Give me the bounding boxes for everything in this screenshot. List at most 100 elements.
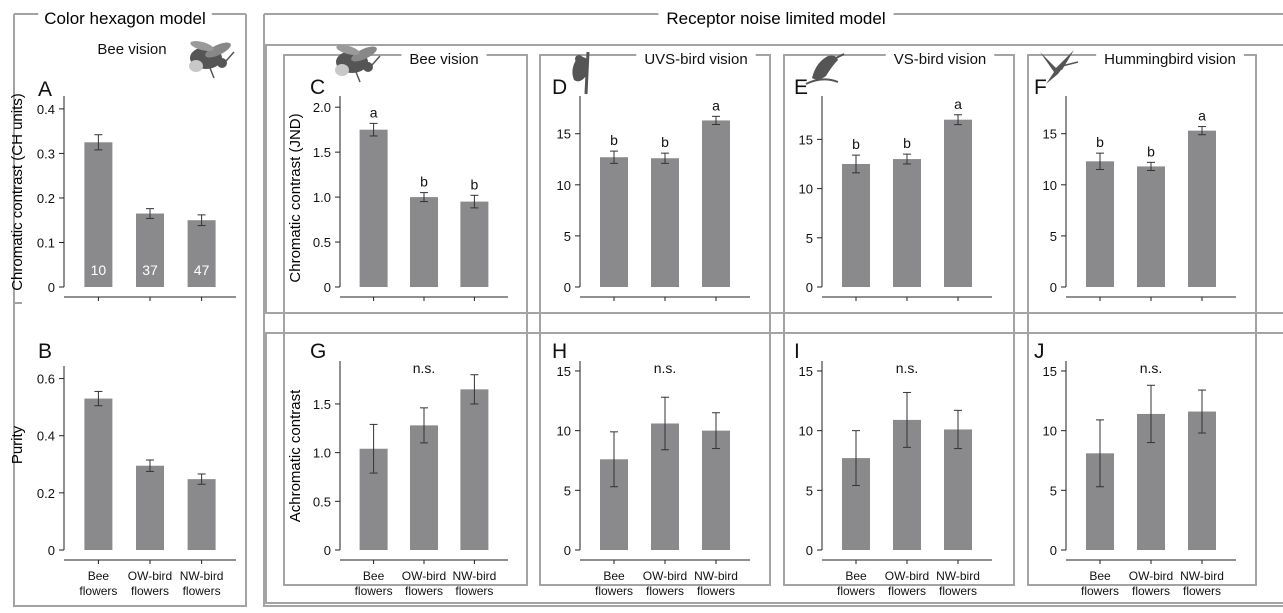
y-tick-label-h: 0 xyxy=(564,543,571,558)
significance-letter-e: a xyxy=(954,96,962,112)
panel-letter-d: D xyxy=(552,76,567,99)
y-tick-label-f: 15 xyxy=(1043,127,1057,142)
hummingbird-body xyxy=(1040,52,1064,84)
x-category-label: flowers xyxy=(837,584,875,598)
x-category-label: flowers xyxy=(939,584,977,598)
y-tick-label-g: 1.5 xyxy=(313,397,331,412)
bee-head xyxy=(217,58,227,68)
panel-letter-a: A xyxy=(38,78,52,101)
significance-letter-c: a xyxy=(370,104,378,120)
chart-b: B00.20.40.6BeeflowersOW-birdflowersNW-bi… xyxy=(37,340,236,598)
frame-hexagon xyxy=(13,14,247,607)
y-tick-label-c: 1.0 xyxy=(313,190,331,205)
y-tick-label-c: 0 xyxy=(324,280,331,295)
x-category-label: OW-bird xyxy=(885,569,929,583)
significance-letter-d: b xyxy=(661,134,669,150)
annotation-ns-j: n.s. xyxy=(1140,360,1163,376)
panel-title-a: Bee vision xyxy=(97,41,166,58)
bar-f xyxy=(1137,166,1165,287)
x-category-label: flowers xyxy=(1081,584,1119,598)
y-tick-label-b: 0.2 xyxy=(37,486,55,501)
y-tick-label-a: 0.1 xyxy=(37,235,55,250)
significance-letter-f: b xyxy=(1096,134,1104,150)
y-tick-label-e: 5 xyxy=(806,231,813,246)
panel-letter-j: J xyxy=(1034,340,1045,363)
bar-a xyxy=(84,142,113,287)
significance-letter-e: b xyxy=(903,135,911,151)
x-category-label: flowers xyxy=(405,584,443,598)
bar-h xyxy=(702,430,730,550)
y-tick-label-i: 0 xyxy=(806,543,813,558)
y-tick-label-b: 0.4 xyxy=(37,429,55,444)
y-tick-label-j: 5 xyxy=(1050,483,1057,498)
panel-title-c: Bee vision xyxy=(409,51,478,68)
y-tick-label-h: 15 xyxy=(557,364,571,379)
chart-f: Hummingbird vision F 0 5 10 15 b b a xyxy=(1034,49,1244,301)
annotation-ns-g: n.s. xyxy=(413,360,436,376)
sample-size-label: 37 xyxy=(142,262,158,278)
frame-rnl xyxy=(263,14,1283,607)
section-title-hexagon: Color hexagon model xyxy=(44,9,206,28)
x-category-label: flowers xyxy=(355,584,393,598)
x-category-label: flowers xyxy=(595,584,633,598)
x-category-label: NW-bird xyxy=(936,569,980,583)
y-tick-label-g: 0 xyxy=(324,543,331,558)
y-tick-label-b: 0 xyxy=(48,543,55,558)
annotation-ns-i: n.s. xyxy=(896,360,919,376)
y-tick-label-c: 1.5 xyxy=(313,145,331,160)
y-axis-label-c: Chromatic contrast (JND) xyxy=(287,113,304,282)
y-tick-label-e: 15 xyxy=(799,132,813,147)
branch xyxy=(584,51,590,95)
y-tick-label-d: 0 xyxy=(564,280,571,295)
significance-letter-f: a xyxy=(1198,108,1206,124)
uvs-bird-icon xyxy=(572,51,590,95)
bird-head xyxy=(575,55,583,63)
x-category-label: OW-bird xyxy=(402,569,446,583)
chart-d: UVS-bird vision D 0 5 10 15 b b a xyxy=(552,49,756,301)
panel-letter-h: H xyxy=(552,340,567,363)
y-tick-label-h: 10 xyxy=(557,424,571,439)
x-category-label: Bee xyxy=(88,569,110,583)
y-tick-label-e: 10 xyxy=(799,182,813,197)
bar-b xyxy=(84,398,113,550)
twig xyxy=(805,78,839,85)
panel-title-e: VS-bird vision xyxy=(894,51,987,68)
y-tick-label-c: 0.5 xyxy=(313,235,331,250)
panel-letter-e: E xyxy=(794,76,808,99)
y-tick-label-e: 0 xyxy=(806,280,813,295)
x-category-label: Bee xyxy=(603,569,625,583)
x-category-label: flowers xyxy=(1183,584,1221,598)
frame-achromatic-row xyxy=(265,332,1283,604)
panel-letter-f: F xyxy=(1034,76,1047,99)
bee-leg xyxy=(209,67,215,79)
hummingbird-wing xyxy=(1056,50,1074,70)
panel-letter-g: G xyxy=(310,340,326,363)
bar-a xyxy=(187,220,216,287)
y-tick-label-h: 5 xyxy=(564,483,571,498)
y-tick-label-i: 10 xyxy=(799,424,813,439)
bar-f xyxy=(1188,130,1216,287)
charts: Bee vision A 0 0.1 0.2 0.3 0.4 10 37 47 B 0 0.2 0.4 0.… xyxy=(37,41,1244,598)
y-tick-label-a: 0 xyxy=(48,280,55,295)
bee-antenna xyxy=(371,55,381,66)
bar-b xyxy=(136,465,164,550)
icons xyxy=(189,41,1079,95)
bar-c xyxy=(359,129,388,287)
bumblebee-icon xyxy=(335,45,381,83)
y-axis-label-a: Chromatic contrast (CH units) xyxy=(9,93,26,291)
x-category-label: flowers xyxy=(697,584,735,598)
chart-e: VS-bird vision E 0 5 10 15 b b a xyxy=(794,49,995,301)
frame-chromatic-row xyxy=(265,44,1283,314)
panel-letter-c: C xyxy=(310,76,325,99)
y-tick-label-f: 10 xyxy=(1043,178,1057,193)
sample-size-label: 10 xyxy=(91,262,107,278)
y-tick-label-j: 15 xyxy=(1043,364,1057,379)
chart-c: Bee vision C 0 0.5 1.0 1.5 2.0 a b b xyxy=(310,49,508,301)
bee-wing xyxy=(336,45,360,55)
bar-j xyxy=(1188,411,1216,550)
y-tick-label-c: 2.0 xyxy=(313,100,331,115)
x-category-label: Bee xyxy=(363,569,385,583)
x-category-label: flowers xyxy=(888,584,926,598)
